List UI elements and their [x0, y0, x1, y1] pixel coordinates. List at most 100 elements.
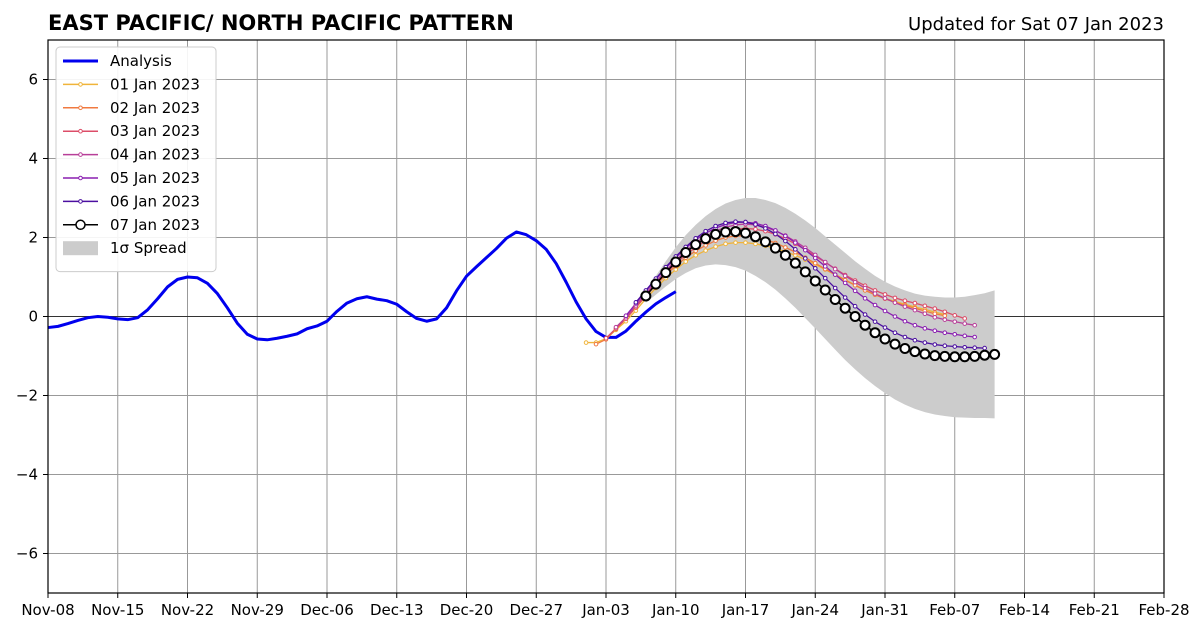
data-point — [640, 290, 652, 302]
data-point — [882, 325, 888, 330]
data-point — [720, 226, 732, 238]
legend-label: Analysis — [110, 52, 172, 70]
data-point — [693, 252, 698, 258]
data-point — [822, 275, 828, 281]
data-point — [822, 264, 828, 269]
data-point — [909, 346, 921, 358]
data-point — [882, 292, 888, 297]
x-tick-label: Jan-24 — [790, 601, 839, 619]
data-point — [979, 349, 991, 361]
data-point — [922, 340, 928, 345]
data-point — [852, 303, 858, 309]
legend-label: 07 Jan 2023 — [110, 216, 200, 234]
data-point — [952, 344, 958, 349]
legend-swatch — [63, 241, 98, 256]
legend-label: 04 Jan 2023 — [110, 146, 200, 164]
data-point — [872, 291, 878, 296]
data-point — [912, 300, 918, 306]
x-tick-label: Feb-21 — [1069, 601, 1120, 619]
data-point — [650, 278, 662, 290]
data-point — [949, 351, 961, 363]
data-point — [680, 247, 692, 259]
data-point — [859, 319, 871, 331]
data-point — [743, 240, 748, 245]
data-point — [952, 319, 958, 324]
x-tick-label: Nov-15 — [91, 601, 144, 619]
spread-band-area — [645, 198, 995, 419]
data-point — [952, 331, 958, 337]
data-point — [902, 318, 908, 324]
data-point — [969, 350, 981, 362]
data-point — [942, 309, 948, 315]
data-point — [690, 239, 702, 251]
data-point — [802, 247, 808, 253]
data-point — [942, 313, 948, 319]
data-point — [763, 226, 768, 231]
data-point — [872, 319, 878, 324]
x-tick-label: Nov-08 — [21, 601, 74, 619]
data-point — [730, 226, 742, 238]
x-tick-label: Dec-13 — [370, 601, 424, 619]
data-point — [633, 299, 639, 305]
legend-label: 06 Jan 2023 — [110, 192, 200, 210]
data-point — [932, 328, 938, 334]
data-point — [932, 306, 938, 311]
data-point — [962, 316, 968, 321]
data-point — [593, 341, 599, 347]
data-point — [710, 228, 722, 240]
data-point — [982, 345, 987, 351]
data-point — [919, 348, 931, 360]
data-point — [902, 334, 908, 340]
x-tick-label: Nov-29 — [231, 601, 284, 619]
series-line — [47, 230, 677, 342]
y-tick-label: 6 — [28, 71, 38, 89]
data-point — [889, 338, 901, 350]
data-point — [902, 298, 908, 304]
data-point — [832, 285, 838, 291]
data-point — [753, 226, 758, 232]
legend: Analysis 01 Jan 2023 02 Jan 2023 03 Jan 202… — [55, 46, 217, 273]
data-point — [882, 308, 888, 314]
data-point — [703, 248, 708, 253]
data-point — [842, 273, 848, 279]
data-point — [892, 330, 898, 335]
data-point — [743, 219, 748, 225]
x-tick-label: Jan-03 — [581, 601, 630, 619]
data-point — [832, 272, 838, 277]
legend-marker — [78, 152, 83, 157]
data-point — [753, 222, 758, 227]
data-point — [670, 256, 682, 268]
data-point — [902, 304, 908, 309]
x-tick-label: Dec-20 — [440, 601, 494, 619]
data-point — [832, 266, 838, 272]
legend-label: 02 Jan 2023 — [110, 99, 200, 117]
data-point — [753, 241, 758, 247]
legend-marker — [75, 219, 86, 231]
data-point — [922, 311, 928, 317]
data-point — [683, 259, 689, 264]
data-point — [862, 296, 868, 301]
data-point — [852, 279, 858, 285]
x-tick-label: Nov-22 — [161, 601, 214, 619]
data-point — [869, 327, 881, 339]
data-point — [892, 295, 898, 301]
x-tick-label: Feb-14 — [999, 601, 1050, 619]
data-point — [809, 275, 821, 287]
legend-label: 1σ Spread — [110, 239, 187, 257]
x-tick-label: Jan-31 — [860, 601, 909, 619]
data-point — [812, 266, 818, 271]
data-point — [623, 313, 629, 319]
data-point — [892, 300, 898, 305]
data-point — [783, 233, 788, 239]
data-point — [700, 233, 712, 245]
chart-title: EAST PACIFIC/ NORTH PACIFIC PATTERN — [48, 11, 514, 35]
data-point — [703, 228, 708, 234]
data-point — [862, 285, 868, 291]
data-point — [942, 330, 948, 335]
data-point — [740, 227, 751, 239]
data-point — [723, 220, 728, 226]
data-point — [829, 294, 841, 306]
data-point — [942, 343, 948, 349]
data-point — [882, 296, 888, 301]
data-point — [942, 317, 948, 322]
